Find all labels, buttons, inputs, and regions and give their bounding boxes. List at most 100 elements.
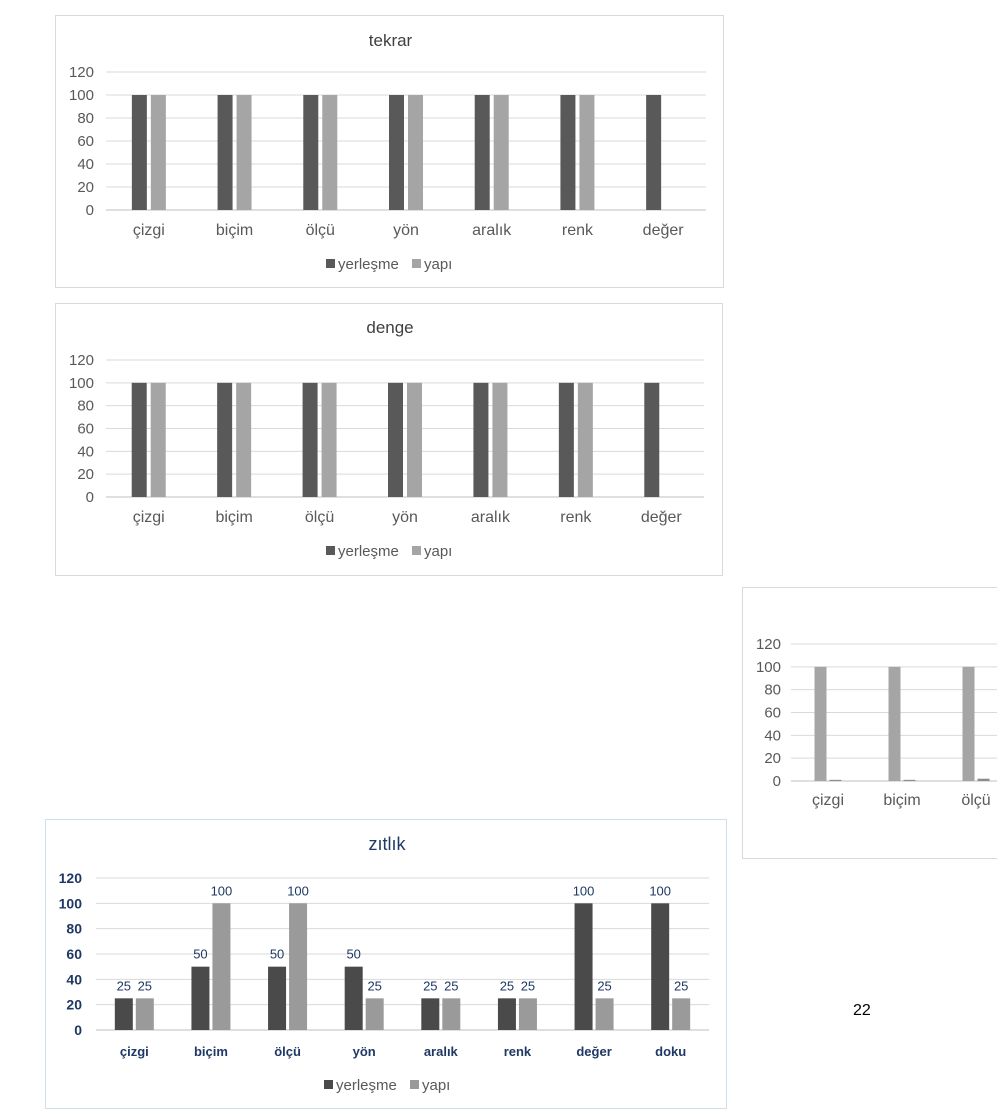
bar-yapı — [150, 382, 166, 497]
bar-yapı — [579, 95, 595, 210]
category-label: biçim — [194, 1044, 228, 1059]
category-label: yön — [353, 1044, 376, 1059]
category-label: ölçü — [961, 792, 990, 809]
category-label: biçim — [215, 509, 252, 526]
y-tick-label: 0 — [86, 489, 94, 506]
y-tick-label: 120 — [69, 64, 94, 81]
y-tick-label: 20 — [66, 997, 82, 1013]
y-tick-label: 40 — [77, 156, 94, 173]
y-tick-label: 100 — [69, 375, 94, 392]
data-label: 100 — [211, 883, 233, 898]
legend-label: yerleşme — [336, 1077, 397, 1094]
data-label: 25 — [423, 978, 437, 993]
category-label: renk — [562, 222, 594, 239]
chart-title: denge — [366, 318, 413, 337]
y-tick-label: 100 — [59, 895, 83, 911]
data-label: 25 — [500, 978, 514, 993]
y-tick-label: 80 — [77, 398, 94, 415]
y-tick-label: 80 — [764, 682, 781, 699]
y-tick-label: 60 — [77, 133, 94, 150]
y-tick-label: 20 — [764, 750, 781, 767]
y-tick-label: 120 — [59, 870, 83, 886]
bar-series0 — [888, 666, 901, 781]
bar-yapı — [236, 95, 252, 210]
bar-yerleşme — [646, 95, 662, 210]
bar-yerleşme — [421, 998, 440, 1030]
category-label: renk — [504, 1044, 532, 1059]
category-label: biçim — [216, 222, 253, 239]
chart-tekrar: tekrar 0 20 40 60 80 100 120 çizgi biçim ölçü yön ar… — [55, 15, 724, 288]
bar-yapı — [577, 382, 593, 497]
bar-yapı — [493, 95, 509, 210]
y-tick-label: 120 — [69, 352, 94, 369]
y-tick-label: 60 — [66, 946, 82, 962]
data-label: 50 — [346, 947, 360, 962]
y-tick-label: 100 — [69, 87, 94, 104]
category-label: ölçü — [305, 509, 334, 526]
y-tick-label: 60 — [764, 705, 781, 722]
y-tick-label: 80 — [66, 921, 82, 937]
category-label: çizgi — [812, 792, 844, 809]
chart-partial: 0 20 40 60 80 100 120 çizgi biçim ölçü — [742, 587, 997, 859]
legend-swatch — [326, 259, 335, 268]
bar-yapı — [518, 998, 537, 1030]
bar-yapı — [289, 903, 308, 1030]
bar-yapı — [212, 903, 231, 1030]
y-tick-label: 120 — [756, 636, 781, 653]
bar-yerleşme — [191, 966, 210, 1030]
y-tick-label: 0 — [86, 202, 94, 219]
data-label: 25 — [674, 978, 688, 993]
bar-yerleşme — [497, 998, 516, 1030]
category-label: yön — [393, 222, 419, 239]
category-label: biçim — [883, 792, 920, 809]
category-label: aralık — [472, 222, 512, 239]
y-tick-label: 40 — [77, 443, 94, 460]
legend-label: yapı — [422, 1077, 450, 1094]
legend-swatch — [410, 1080, 419, 1089]
y-tick-label: 0 — [74, 1022, 82, 1038]
bar-yerleşme — [389, 95, 404, 210]
y-tick-label: 100 — [756, 659, 781, 676]
bar-yapı — [408, 95, 423, 210]
bar-yerleşme — [651, 903, 670, 1030]
bar-series1 — [829, 779, 842, 781]
category-label: ölçü — [274, 1044, 301, 1059]
y-tick-label: 80 — [77, 110, 94, 127]
bar-yerleşme — [473, 382, 489, 497]
data-label: 100 — [573, 883, 595, 898]
bar-yerleşme — [131, 382, 147, 497]
category-label: çizgi — [133, 509, 165, 526]
category-label: aralık — [471, 509, 511, 526]
chart-denge: denge 0 20 40 60 80 100 120 çizgi biçim ölçü yön ara… — [55, 303, 723, 576]
bar-yerleşme — [574, 903, 593, 1030]
category-label: doku — [655, 1044, 686, 1059]
bar-series1 — [903, 779, 916, 781]
chart-title: zıtlık — [368, 834, 406, 854]
legend-label: yerleşme — [338, 543, 399, 560]
category-label: ölçü — [306, 222, 335, 239]
bar-yapı — [595, 998, 614, 1030]
chart-svg-tekrar: tekrar 0 20 40 60 80 100 120 çizgi biçim ölçü yön ar… — [69, 31, 706, 273]
chart-zitlik: zıtlık 0 20 40 60 80 100 120 25 25 çizgi 50 100 biçim… — [45, 819, 727, 1109]
legend-swatch — [324, 1080, 333, 1089]
category-label: renk — [560, 509, 592, 526]
bar-yerleşme — [560, 95, 576, 210]
legend-label: yapı — [424, 543, 452, 560]
bar-yerleşme — [644, 382, 660, 497]
legend-label: yapı — [424, 256, 452, 273]
bar-yerleşme — [217, 382, 233, 497]
data-label: 50 — [193, 947, 207, 962]
category-label: değer — [643, 222, 685, 239]
data-label: 100 — [287, 883, 309, 898]
chart-svg-zitlik: zıtlık 0 20 40 60 80 100 120 25 25 çizgi 50 100 biçim… — [59, 834, 709, 1094]
data-label: 100 — [649, 883, 671, 898]
bar-yapı — [442, 998, 461, 1030]
data-label: 25 — [521, 978, 535, 993]
legend-swatch — [412, 259, 421, 268]
data-label: 25 — [444, 978, 458, 993]
bar-yapı — [236, 382, 252, 497]
legend-swatch — [412, 546, 421, 555]
chart-title: tekrar — [369, 31, 413, 50]
y-tick-label: 20 — [77, 466, 94, 483]
chart-svg-partial: 0 20 40 60 80 100 120 çizgi biçim ölçü — [756, 636, 997, 809]
